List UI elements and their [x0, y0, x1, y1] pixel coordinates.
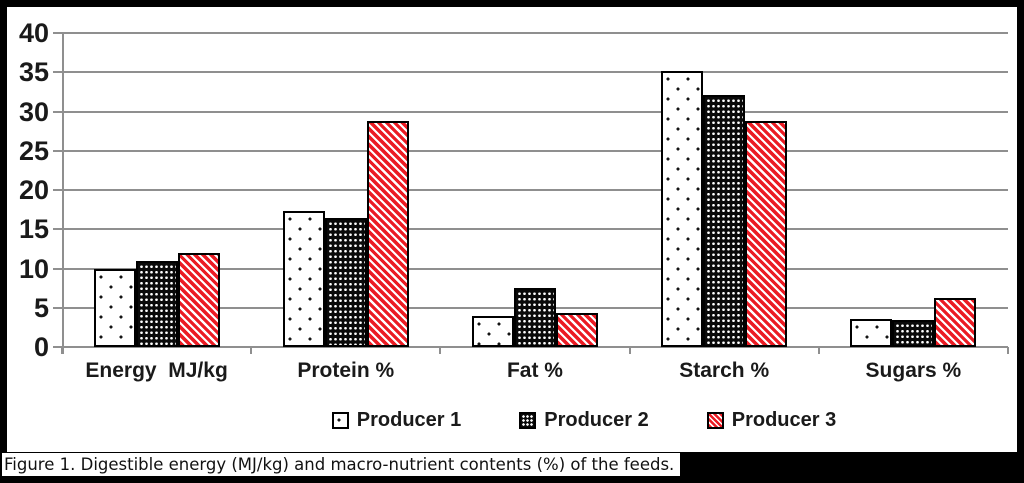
bar — [703, 95, 746, 347]
gridline — [62, 110, 1008, 113]
y-axis-tick-label: 10 — [18, 253, 49, 284]
y-axis-tick — [53, 306, 62, 309]
plot-area: 0 5 10 15 20 25 30 35 40 Energy MJ/kg Protein % Fat… — [7, 7, 1017, 452]
legend-label: Producer 2 — [544, 409, 649, 431]
bar — [892, 320, 935, 347]
bar — [934, 298, 977, 347]
legend-item: Producer 1 — [331, 409, 462, 432]
y-axis-tick-label: 35 — [18, 57, 49, 88]
y-axis-tick — [53, 149, 62, 152]
bar — [472, 316, 514, 347]
y-axis-tick-label: 40 — [18, 18, 49, 48]
y-axis-tick-label: 5 — [33, 292, 49, 323]
x-axis-category-label: Sugars % — [865, 359, 962, 382]
x-axis-category-label: Protein % — [297, 359, 395, 382]
legend-label: Producer 1 — [356, 409, 462, 431]
x-axis-tick — [439, 347, 442, 354]
legend-item: Producer 2 — [519, 409, 649, 432]
y-axis-tick — [53, 32, 62, 34]
y-axis-tick — [53, 228, 62, 231]
bar — [745, 120, 788, 347]
legend-marker-icon — [331, 412, 349, 429]
bar-chart: 0 5 10 15 20 25 30 35 40 Energy MJ/kg Protein % Fat… — [7, 7, 1017, 452]
y-axis-tick-label: 30 — [18, 96, 49, 127]
legend: Producer 1 Producer 2 Producer 3 — [79, 409, 1024, 432]
gridline — [62, 149, 1008, 152]
legend-marker-icon — [706, 412, 724, 429]
x-axis-tick — [1007, 347, 1009, 354]
bar — [514, 288, 556, 347]
x-axis-category-label: Fat % — [506, 359, 563, 382]
bar — [93, 269, 136, 347]
x-axis-line — [54, 346, 1008, 348]
gridline — [62, 189, 1008, 191]
y-axis-tick — [53, 267, 62, 270]
y-axis-tick — [53, 71, 62, 74]
y-axis-tick — [53, 110, 62, 113]
y-axis-tick-label: 15 — [18, 214, 49, 245]
y-axis-tick-label: 20 — [18, 175, 49, 205]
x-axis-category-label: Starch % — [679, 359, 770, 382]
x-axis-category-label: Energy MJ/kg — [85, 359, 228, 382]
bar — [556, 313, 598, 347]
bar — [177, 252, 220, 347]
bar — [324, 218, 367, 347]
x-axis-tick — [250, 347, 253, 354]
legend-marker-icon — [519, 412, 537, 429]
bar — [135, 260, 178, 347]
bar — [661, 70, 704, 347]
y-axis-line — [62, 33, 64, 354]
legend-item: Producer 3 — [706, 409, 837, 432]
gridline — [62, 228, 1008, 231]
gridline — [62, 267, 1008, 270]
legend-label: Producer 3 — [731, 409, 837, 431]
gridline — [62, 71, 1008, 74]
y-axis-tick-label: 25 — [18, 135, 49, 166]
y-axis-tick-label: 0 — [33, 332, 49, 362]
gridline — [62, 32, 1008, 34]
bar — [850, 318, 893, 347]
figure-caption: Figure 1. Digestible energy (MJ/kg) and … — [4, 455, 675, 474]
bar — [366, 120, 409, 347]
x-axis-tick — [817, 347, 820, 354]
y-axis-tick — [53, 189, 62, 191]
caption-bar: Figure 1. Digestible energy (MJ/kg) and … — [2, 453, 681, 476]
x-axis-tick — [628, 347, 631, 354]
bar — [282, 211, 325, 347]
x-axis-tick — [61, 347, 63, 354]
